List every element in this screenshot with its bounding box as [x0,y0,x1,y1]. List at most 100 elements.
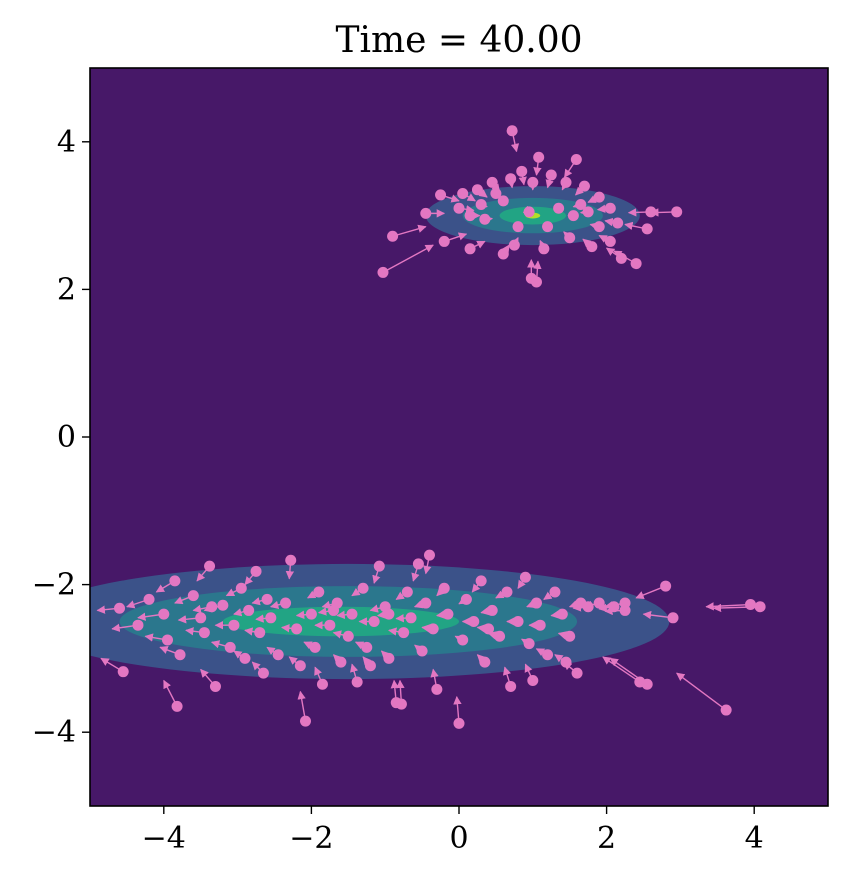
particle-point [280,597,292,609]
particle-point [460,593,472,605]
particle-point [305,608,317,620]
particle-point [542,221,554,233]
particle-point [578,180,590,192]
particle-point [294,660,306,672]
particle-point [169,575,181,587]
particle-point [575,199,587,211]
particle-point [527,675,539,687]
particle-point [533,151,545,163]
particle-point [373,560,385,572]
y-tick-label: 4 [57,125,76,160]
particle-point [357,582,369,594]
particle-point [630,258,642,270]
particle-point [604,235,616,247]
particle-point [254,627,266,639]
particle-point [586,241,598,253]
particle-point [299,715,311,727]
particle-point [387,230,399,242]
particle-point [383,652,395,664]
particle-point [398,627,410,639]
x-tick-label: 0 [449,821,468,856]
particle-point [505,680,517,692]
particle-point [114,602,126,614]
particle-point [538,243,550,255]
particle-point [158,608,170,620]
particle-point [464,210,476,222]
particle-point [309,641,321,653]
particle-point [291,623,303,635]
particle-point [161,634,173,646]
particle-point [464,243,476,255]
particle-point [545,169,557,181]
particle-point [553,202,565,214]
particle-point [401,586,413,598]
particle-point [612,217,624,229]
particle-point [224,641,236,653]
particle-point [457,187,469,199]
plot-background [90,68,828,806]
velocity-arrow [676,672,727,711]
particle-point [660,580,672,592]
particle-point [235,582,247,594]
particle-point [206,601,218,613]
particle-point [483,623,495,635]
particle-point [564,232,576,244]
particle-point [435,189,447,201]
particle-point [239,652,251,664]
particle-point [423,549,435,561]
particle-point [420,597,432,609]
particle-point [593,221,605,233]
particle-point [570,154,582,166]
particle-point [641,223,653,235]
particle-point [505,173,517,185]
particle-point [542,649,554,661]
particle-point [257,667,269,679]
particle-point [560,656,572,668]
particle-points [114,125,766,729]
particle-point [198,627,210,639]
particle-point [217,599,229,611]
particle-point [512,616,524,627]
particle-point [228,619,240,631]
particle-point [501,586,513,598]
particle-point [479,213,491,225]
particle-point [383,608,395,620]
particle-point [313,586,325,598]
particle-point [438,582,450,594]
particle-point [377,266,389,278]
particle-point [361,641,373,653]
particle-point [412,558,424,570]
particle-point [530,597,542,609]
particle-point [479,656,491,668]
particle-point [364,660,376,672]
particle-point [645,206,657,218]
particle-point [671,206,683,218]
particle-point [195,612,207,624]
velocity-arrow [602,656,641,683]
particle-point [132,619,144,631]
particle-point [608,601,620,613]
y-tick-label: 2 [57,272,76,307]
particle-point [368,616,380,627]
particle-point [174,649,186,661]
particle-point [604,202,616,214]
particle-point [442,608,454,620]
particle-point [519,571,531,583]
particle-point [619,604,631,616]
y-tick-label: −2 [32,568,76,603]
particle-point [471,184,483,196]
particle-point [143,593,155,605]
particle-point [187,590,199,602]
particle-point [745,599,757,611]
particle-point [516,165,528,177]
particle-point [265,612,277,624]
particle-point [593,191,605,203]
particle-point [754,601,766,613]
particle-point [582,601,594,613]
particle-point [486,176,498,188]
particle-point [346,608,358,620]
particle-point [494,630,506,642]
particle-point [523,638,535,650]
particle-point [549,586,561,598]
